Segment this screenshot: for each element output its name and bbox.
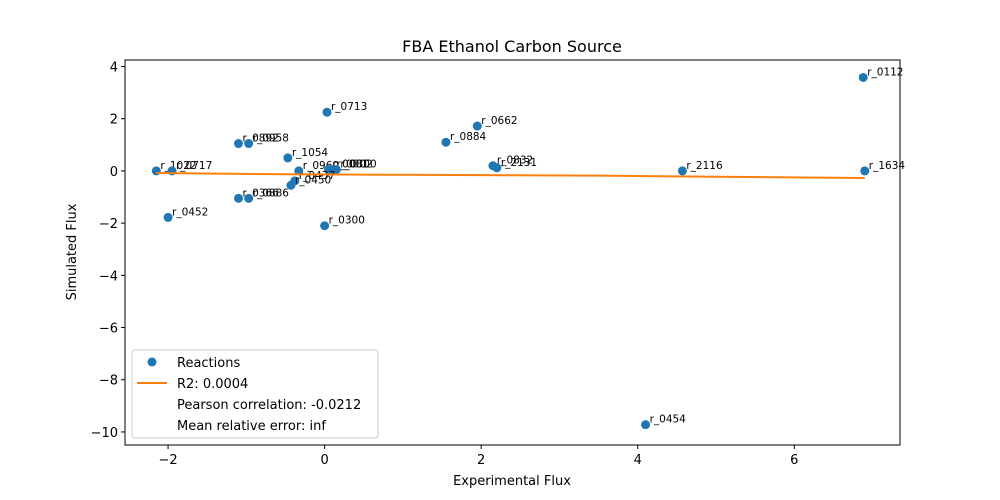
y-tick-label: −10 [91,426,118,441]
point-label: r_0958 [253,133,289,145]
legend: Reactions R2: 0.0004 Pearson correlation: … [131,349,379,439]
point-label: r_2116 [686,160,723,172]
point-label: r_0450 [295,174,331,186]
point-label: r_0886 [253,187,290,199]
data-point [322,107,332,117]
point-label: r_1054 [292,147,329,159]
y-tick-label: 2 [110,113,118,128]
data-point [244,139,254,149]
legend-entry-text: Pearson correlation: -0.0212 [177,398,361,413]
point-label: r_0884 [450,131,487,143]
legend-entry-text: Reactions [177,356,240,371]
data-point [331,165,341,175]
point-label: r_0662 [481,115,517,127]
point-label: r_0717 [176,160,212,172]
data-point [677,166,687,176]
x-tick-label: −2 [158,453,177,468]
data-point [441,137,451,147]
point-label: r_0002 [336,159,372,171]
data-point [283,153,293,163]
x-axis-label: Experimental Flux [453,474,571,489]
data-point [244,193,254,203]
y-tick-label: −2 [99,217,118,232]
y-tick-label: −8 [99,374,118,389]
y-axis: −10 −8 −6 −4 −2 0 2 4 [91,61,125,441]
legend-entry-text: Mean relative error: inf [177,419,326,434]
point-label: r_0452 [172,206,208,218]
point-label: r_0713 [331,101,367,113]
point-label: r_1634 [869,160,906,172]
point-label: r_0112 [867,66,903,78]
legend-entry-text: R2: 0.0004 [177,377,248,392]
axes-frame [124,59,901,446]
y-tick-label: 0 [110,165,118,180]
data-point [641,420,651,430]
y-tick-label: −4 [99,269,118,284]
y-axis-label: Simulated Flux [65,203,80,300]
data-point [163,212,173,222]
point-label: r_0832 [497,155,533,167]
point-label: r_2131 [501,157,537,169]
fit-line [156,172,865,179]
legend-marker-circle [147,357,157,367]
chart-title: FBA Ethanol Carbon Source [402,37,622,56]
x-tick-label: 0 [320,453,328,468]
data-point [286,180,296,190]
data-point [234,193,244,203]
data-point [858,72,868,82]
y-tick-label: −6 [99,322,118,337]
x-tick-label: 6 [790,453,798,468]
data-point [492,163,502,173]
x-axis: −2 0 2 4 6 [158,445,798,468]
data-point [860,166,870,176]
data-point [320,221,330,231]
point-label: r_0300 [340,159,376,171]
data-point [472,121,482,131]
point-label: r_0300 [329,215,365,227]
point-label: r_0437 [299,170,335,182]
plot-area: r_0112r_0713r_0662r_0884r_0892r_0958r_10… [151,66,906,430]
data-point [294,166,304,176]
point-label: r_0001 [333,159,369,171]
data-point [234,139,244,149]
point-label: r_0454 [650,414,687,426]
x-tick-label: 2 [477,453,485,468]
legend-box [131,349,379,439]
y-tick-label: 4 [110,61,118,76]
x-tick-label: 4 [634,453,642,468]
